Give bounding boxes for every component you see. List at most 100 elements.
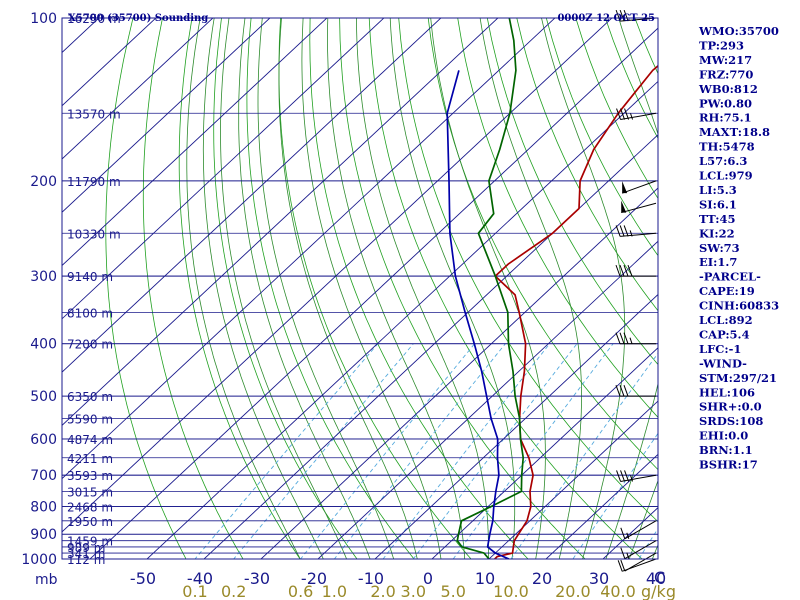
chart-title: X5700 (35700) Sounding — [68, 13, 208, 24]
wind-barb — [615, 332, 656, 345]
wind-barb-full — [616, 108, 622, 120]
wind-barb-half — [626, 552, 630, 559]
sounding-indices-panel: WMO:35700TP:293MW:217FRZ:770WB0:812PW:0.… — [698, 24, 779, 472]
sounding-index: LCL:892 — [699, 313, 753, 327]
wind-barb-staff — [624, 552, 657, 572]
parcel-path-line — [446, 70, 510, 559]
temperature-axis-labels: -50 -40 -30 -20 -10 0 10 20 30 40 — [130, 569, 666, 588]
mixing-ratio-line — [194, 343, 379, 559]
isotherm — [62, 18, 385, 320]
sounding-index: L57:6.3 — [699, 154, 747, 168]
wind-barb-full — [624, 108, 630, 120]
wind-barb-full — [615, 332, 621, 344]
height-label: 341 m — [67, 547, 105, 561]
height-label: 5590 m — [67, 413, 113, 427]
sounding-index: RH:75.1 — [699, 111, 752, 125]
isotherm — [62, 18, 613, 533]
sounding-index: MAXT:18.8 — [699, 125, 770, 139]
wind-barb — [622, 180, 657, 194]
moist-adiabat — [220, 18, 348, 559]
wind-barb-half — [630, 475, 634, 482]
mixing-ratio-line — [452, 343, 614, 559]
mixing-ratio-line — [412, 343, 578, 559]
mixing-ratio-unit-label: g/kg — [641, 582, 676, 600]
mixing-ratio-labels: 0.1 0.2 0.6 1.0 2.0 3.0 5.0 10.0 20.0 40.0 — [182, 582, 636, 600]
pressure-tick-label: 700 — [30, 468, 57, 484]
sounding-index: HEL:106 — [699, 385, 755, 399]
moist-adiabat — [355, 18, 489, 559]
wind-barb-pennant — [622, 181, 628, 194]
moist-adiabat — [327, 18, 466, 559]
wind-barb — [616, 108, 657, 121]
sounding-index: PW:0.80 — [699, 96, 752, 110]
height-label: 4211 m — [67, 452, 113, 466]
isotherm — [89, 27, 658, 559]
wind-barb-full — [623, 9, 629, 22]
mixing-ratio-line — [638, 527, 658, 559]
isotherm — [62, 18, 442, 373]
moist-adiabat — [278, 18, 418, 559]
sounding-index: SHR+:0.0 — [699, 400, 762, 414]
moist-adiabat — [430, 18, 546, 559]
pressure-tick-label: 1000 — [21, 552, 57, 568]
temperature-line — [494, 64, 658, 559]
mixing-ratio-label: 20.0 — [555, 582, 591, 600]
temperature-tick-label: -50 — [130, 569, 156, 588]
mixing-ratio-label: 40.0 — [600, 582, 636, 600]
temperature-tick-label: 20 — [532, 569, 552, 588]
pressure-tick-label: 900 — [30, 527, 57, 543]
moist-adiabat — [238, 18, 371, 559]
sounding-index: TP:293 — [699, 38, 744, 52]
sounding-index: LCL:979 — [699, 169, 753, 183]
sounding-profiles — [446, 18, 658, 559]
wind-barb — [620, 540, 657, 560]
mixing-ratio-label: 0.2 — [221, 582, 246, 600]
moist-adiabat — [202, 18, 324, 559]
temperature-tick-label: 10 — [475, 569, 495, 588]
sounding-index: CAPE:19 — [699, 284, 755, 298]
mixing-ratio-line — [233, 343, 414, 559]
moist-adiabat — [301, 18, 442, 559]
wind-barb-pennant — [621, 200, 627, 213]
sounding-index: SW:73 — [699, 241, 740, 255]
moist-adiabat-grid — [186, 18, 658, 559]
temperature-unit-label: C — [654, 568, 665, 587]
temperature-tick-label: 0 — [423, 569, 433, 588]
wind-barb — [615, 9, 657, 22]
sounding-index: TH:5478 — [699, 140, 755, 154]
wind-barb-half — [630, 113, 634, 120]
mixing-ratio-label: 3.0 — [401, 582, 426, 600]
wind-barb-staff — [622, 180, 657, 194]
wind-barb-full — [615, 384, 621, 397]
mixing-ratio-label: 2.0 — [370, 582, 395, 600]
isotherm — [545, 453, 658, 559]
sounding-index: WMO:35700 — [698, 24, 779, 38]
wind-barb-staff — [620, 232, 657, 237]
height-label: 1459 m — [67, 535, 113, 549]
wind-barb — [616, 470, 657, 482]
isotherm — [62, 18, 271, 213]
sounding-index: FRZ:770 — [699, 67, 753, 81]
sounding-index: LFC:-1 — [699, 342, 741, 356]
sounding-index: SI:6.1 — [699, 197, 737, 211]
height-label: 11790 m — [67, 175, 121, 189]
wind-barb-full — [619, 264, 625, 277]
dewpoint-line — [456, 18, 525, 559]
mixing-ratio-line — [333, 343, 506, 559]
wind-barb — [621, 200, 657, 214]
height-label: 2468 m — [67, 501, 113, 515]
wind-barb-full — [619, 384, 625, 397]
isotherm — [431, 347, 658, 559]
sounding-index: KI:22 — [699, 226, 735, 240]
wind-barb-column — [615, 9, 657, 572]
wind-barb-full — [620, 559, 626, 572]
temperature-tick-label: -30 — [244, 569, 270, 588]
wind-barb — [620, 520, 657, 540]
height-label: 989 m — [67, 541, 105, 555]
wind-barb-full — [624, 470, 630, 482]
mixing-ratio-grid — [194, 343, 658, 559]
wind-barb-full — [615, 9, 621, 22]
isotherm — [62, 18, 328, 267]
mixing-ratio-label: 1.0 — [322, 582, 347, 600]
wind-barb-staff — [624, 520, 657, 540]
